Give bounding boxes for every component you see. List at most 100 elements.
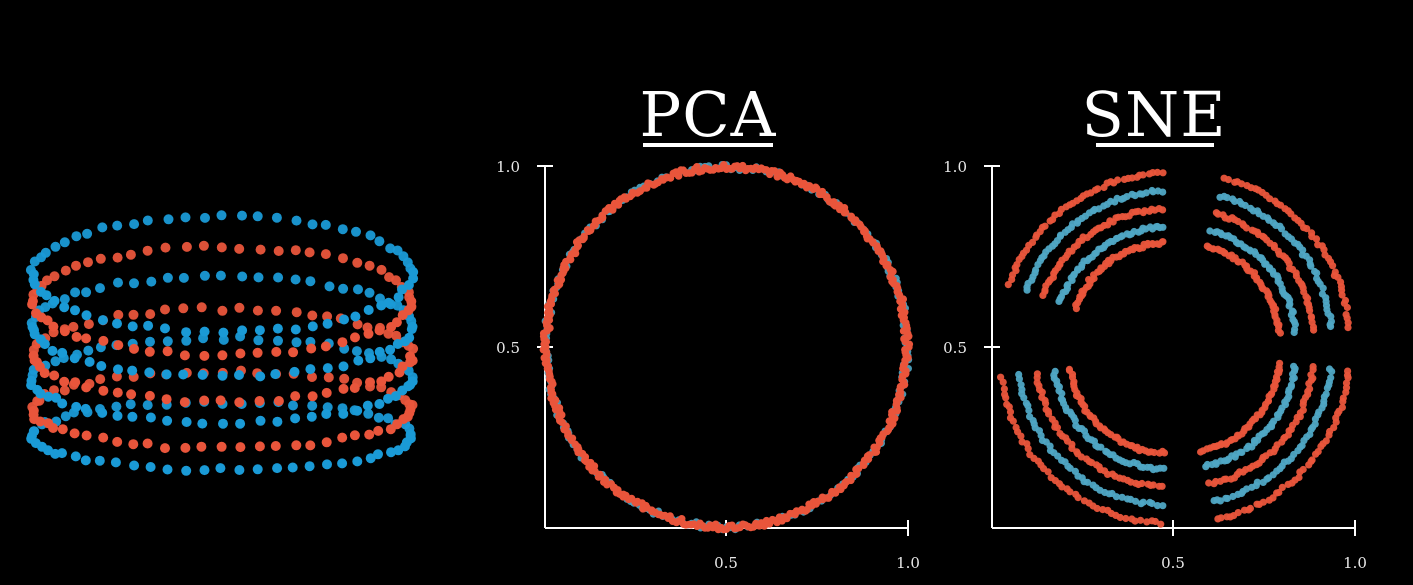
cylinder-point [393, 292, 404, 303]
cylinder-point [218, 418, 228, 429]
sne-point [1277, 225, 1286, 233]
cylinder-point [352, 319, 363, 330]
sne-point [1033, 379, 1041, 387]
cylinder-point [199, 465, 210, 476]
cylinder-point [289, 366, 300, 377]
cylinder-point [351, 226, 361, 237]
cylinder-point [163, 214, 174, 225]
cylinder-point [57, 347, 68, 358]
sne-point [1319, 284, 1327, 292]
cylinder-point [364, 429, 375, 440]
cylinder-point [71, 260, 81, 271]
cylinder-point [49, 295, 60, 306]
cylinder-point [181, 327, 192, 338]
cylinder-point [70, 377, 81, 388]
cylinder-point [83, 257, 93, 268]
cylinder-point [307, 219, 318, 230]
cylinder-point [97, 407, 108, 418]
cylinder-point [95, 283, 105, 294]
cylinder-point [305, 440, 316, 451]
cylinder-point [218, 327, 229, 338]
sne-point [1118, 493, 1126, 501]
cylinder-point [321, 409, 332, 419]
cylinder-point [28, 350, 39, 361]
sne-point [1305, 461, 1313, 469]
sne-point [1047, 474, 1055, 482]
cylinder-point [252, 211, 263, 222]
sne-point [1253, 500, 1261, 508]
sne-point [1278, 483, 1286, 491]
cylinder-point [160, 443, 170, 454]
cylinder-point [337, 432, 348, 443]
pca-title-underline [643, 143, 773, 147]
sne-point [1312, 235, 1321, 243]
sne-point [1022, 399, 1030, 407]
cylinder-point [181, 417, 192, 427]
sne-point [1094, 185, 1102, 193]
cylinder-point [252, 347, 263, 358]
cylinder-point [178, 369, 189, 380]
cylinder-point [307, 372, 317, 382]
cylinder-point [69, 428, 80, 439]
sne-point [1259, 478, 1267, 486]
sne-point [1012, 423, 1020, 432]
sne-point [1153, 502, 1162, 510]
sne-y-tick-label-05: 0.5 [943, 339, 967, 357]
cylinder-point [234, 465, 245, 475]
sne-point [1327, 322, 1335, 331]
sne-point [1128, 515, 1136, 523]
sne-point [1329, 262, 1337, 270]
sne-point [1243, 444, 1251, 453]
cylinder-point [338, 383, 349, 394]
sne-point [1028, 238, 1037, 246]
cylinder-point [287, 462, 298, 473]
cylinder-point [70, 287, 81, 298]
sne-title: SNE [1081, 78, 1227, 151]
sne-point [1072, 490, 1080, 498]
cylinder-point [306, 343, 317, 354]
cylinder-point [112, 252, 123, 263]
sne-point [1004, 281, 1012, 289]
pca-x-tick-label-05: 0.5 [714, 554, 738, 572]
sne-scatter-points [997, 168, 1352, 528]
cylinder-point [129, 219, 140, 230]
sne-point [1089, 481, 1097, 489]
cylinder-point [290, 274, 301, 285]
cylinder-point [70, 451, 81, 462]
sne-point [1265, 496, 1273, 504]
sne-point [1325, 431, 1333, 439]
cylinder-point [288, 400, 298, 411]
cylinder-point [145, 462, 156, 472]
sne-point [1242, 224, 1251, 232]
sne-point [997, 373, 1005, 381]
cylinder-point [253, 335, 264, 346]
cylinder-point [144, 367, 155, 378]
sne-point [1033, 370, 1041, 378]
cylinder-point [80, 403, 91, 414]
cylinder-point [127, 365, 138, 376]
sne-point [1285, 302, 1293, 310]
cylinder-point [113, 364, 123, 375]
cylinder-point [216, 242, 227, 253]
cylinder-point [306, 411, 317, 422]
cylinder-point [215, 463, 226, 474]
cylinder-point [290, 413, 301, 424]
cylinder-point [162, 272, 173, 283]
cylinder-point [365, 230, 376, 241]
cylinder-point [197, 418, 208, 429]
cylinder-point [234, 370, 244, 380]
pca-x-tick-label-1: 1.0 [896, 554, 920, 572]
sne-point [1001, 390, 1009, 398]
cylinder-point [113, 340, 124, 351]
sne-point [1338, 291, 1346, 299]
cylinder-point [36, 286, 46, 297]
cylinder-point [145, 309, 156, 320]
cylinder-point [350, 311, 361, 322]
sne-point [1332, 418, 1340, 426]
cylinder-point [180, 212, 191, 223]
cylinder-point [112, 410, 123, 421]
cylinder-point [322, 363, 333, 374]
cylinder-point [376, 376, 387, 387]
cylinder-point [181, 335, 192, 346]
sne-point [1139, 171, 1147, 179]
